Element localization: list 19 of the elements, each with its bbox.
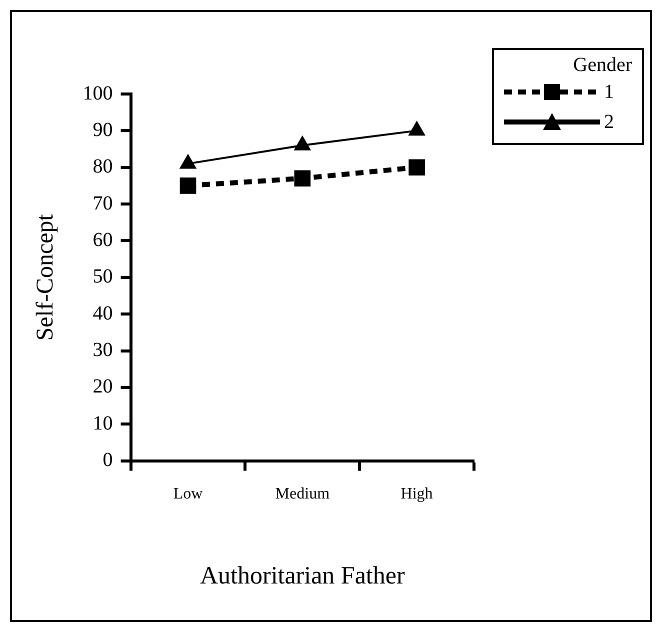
legend-title: Gender <box>572 54 633 77</box>
y-tick-label: 0 <box>102 449 113 472</box>
y-tick-label: 20 <box>92 376 113 398</box>
y-tick-label: 90 <box>92 118 113 141</box>
legend-label: 1 <box>604 80 614 104</box>
x-tick-label: High <box>400 486 433 503</box>
y-tick-label: 40 <box>92 302 113 324</box>
y-tick-label: 80 <box>92 156 113 178</box>
y-tick-label: 70 <box>92 192 113 214</box>
x-tick-label: Low <box>173 486 204 503</box>
legend-label: 2 <box>604 110 614 134</box>
y-axis-title: Self-Concept <box>32 214 59 341</box>
y-tick-label: 50 <box>92 266 113 288</box>
x-axis-title: Authoritarian Father <box>200 562 406 590</box>
y-tick-label: 30 <box>92 339 113 362</box>
x-tick-label: Medium <box>275 486 330 503</box>
y-tick-label: 60 <box>92 228 113 251</box>
y-tick-label: 10 <box>92 412 113 434</box>
y-tick-label: 100 <box>82 82 113 104</box>
